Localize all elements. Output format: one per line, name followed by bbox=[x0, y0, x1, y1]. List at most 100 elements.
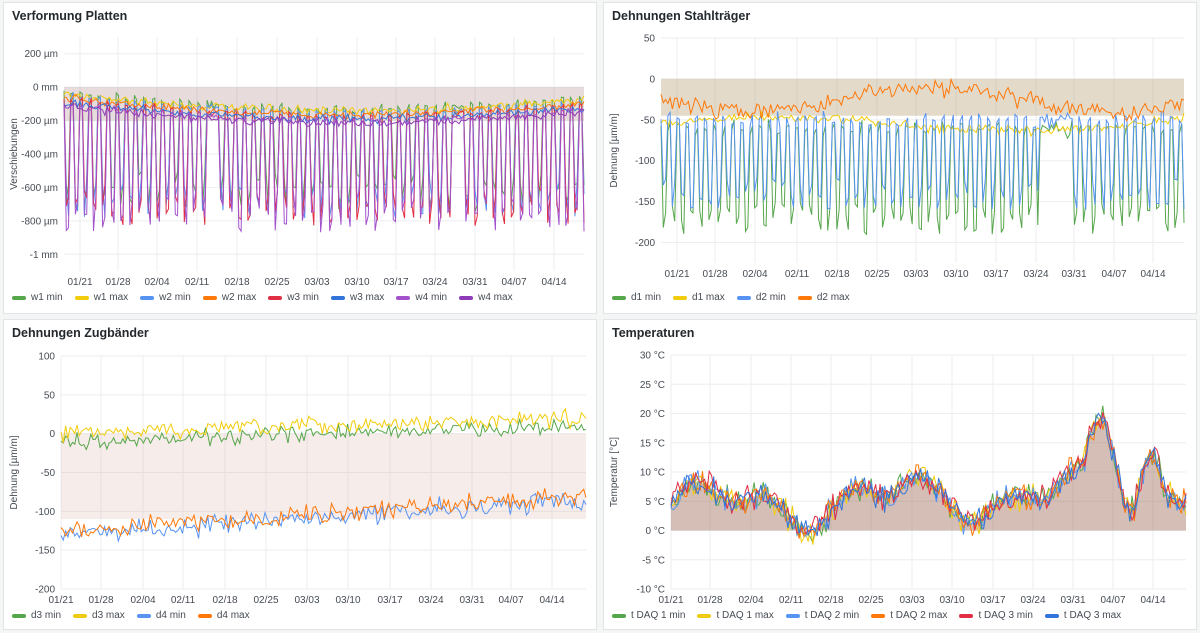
x-tick-label: 01/21 bbox=[67, 277, 92, 288]
legend-label: w2 min bbox=[159, 292, 191, 303]
legend-item[interactable]: d1 max bbox=[673, 292, 725, 303]
legend-swatch bbox=[268, 295, 283, 300]
x-tick-label: 03/24 bbox=[422, 277, 447, 288]
x-tick-label: 01/28 bbox=[702, 269, 727, 280]
legend-item[interactable]: t DAQ 2 max bbox=[871, 610, 947, 621]
x-tick-label: 03/10 bbox=[335, 595, 360, 606]
y-tick-label: -200 bbox=[35, 585, 55, 596]
legend-swatch bbox=[785, 613, 800, 618]
legend-item[interactable]: w2 min bbox=[140, 292, 191, 303]
x-tick-label: 04/07 bbox=[1101, 269, 1126, 280]
x-tick-label: 03/31 bbox=[1060, 595, 1085, 606]
temperature-area bbox=[671, 420, 1186, 531]
y-tick-label: 5 °C bbox=[645, 497, 665, 508]
legend-swatch bbox=[140, 295, 155, 300]
chart-temperaturen: 30 °C 25 °C 20 °C 15 °C 10 °C 5 °C 0 °C -5 °C -1… bbox=[609, 351, 1187, 606]
legend-item[interactable]: w1 max bbox=[74, 292, 128, 303]
legend-swatch bbox=[330, 295, 345, 300]
legend-label: t DAQ 1 max bbox=[716, 610, 774, 621]
legend-item[interactable]: w4 min bbox=[396, 292, 447, 303]
legend-label: d1 max bbox=[692, 292, 725, 303]
y-tick-label: -200 µm bbox=[21, 116, 58, 127]
legend-item[interactable]: d3 max bbox=[73, 610, 125, 621]
legend-item[interactable]: w4 max bbox=[459, 292, 513, 303]
legend-item[interactable]: d2 max bbox=[797, 292, 850, 303]
series-line-d1-max bbox=[660, 110, 1185, 138]
panel-title[interactable]: Dehnungen Zugbänder bbox=[12, 326, 149, 340]
x-tick-label: 04/14 bbox=[1140, 595, 1165, 606]
legend-item[interactable]: w2 max bbox=[202, 292, 256, 303]
x-tick-label: 04/07 bbox=[498, 595, 523, 606]
legend-item[interactable]: t DAQ 2 min bbox=[785, 610, 860, 621]
legend-label: d2 min bbox=[755, 292, 786, 303]
x-tick-label: 02/04 bbox=[144, 277, 169, 288]
legend-item[interactable]: w3 min bbox=[268, 292, 319, 303]
x-tick-label: 04/07 bbox=[501, 277, 526, 288]
legend-label: t DAQ 3 max bbox=[1063, 610, 1122, 621]
y-tick-label: 100 bbox=[38, 352, 55, 363]
legend-swatch bbox=[1044, 613, 1059, 618]
legend-label: w3 max bbox=[349, 292, 385, 303]
x-tick-label: 03/03 bbox=[304, 277, 329, 288]
panel-title[interactable]: Verformung Platten bbox=[12, 9, 128, 23]
legend-label: d3 min bbox=[31, 610, 62, 621]
legend-item[interactable]: d3 min bbox=[12, 610, 61, 621]
x-tick-label: 03/31 bbox=[1061, 269, 1086, 280]
legend-swatch bbox=[797, 295, 812, 300]
x-tick-label: 02/04 bbox=[742, 269, 767, 280]
legend-item[interactable]: t DAQ 1 min bbox=[612, 610, 685, 621]
legend-swatch bbox=[459, 295, 474, 300]
series-line-d3-max bbox=[60, 407, 587, 444]
legend-item[interactable]: w3 max bbox=[330, 292, 385, 303]
y-tick-label: -800 µm bbox=[21, 216, 58, 227]
legend-item[interactable]: d1 min bbox=[612, 292, 661, 303]
y-axis-label: Verschiebungen bbox=[9, 118, 20, 190]
y-tick-label: -100 bbox=[35, 507, 55, 518]
series-line-w2-max bbox=[63, 93, 585, 121]
legend-label: t DAQ 2 min bbox=[804, 610, 860, 621]
y-tick-label: 0 °C bbox=[645, 526, 665, 537]
legend-swatch bbox=[673, 295, 688, 300]
series-line-t-DAQ-3-max bbox=[670, 412, 1187, 537]
legend-item[interactable]: d4 max bbox=[197, 610, 250, 621]
legend-swatch bbox=[871, 613, 886, 618]
x-tick-label: 02/18 bbox=[212, 595, 237, 606]
panel-dehnungen-stahltraeger: Dehnungen Stahlträger 50 0 -50 -100 -150 -200… bbox=[603, 2, 1197, 314]
legend-swatch bbox=[197, 613, 212, 618]
x-tick-label: 03/17 bbox=[983, 269, 1008, 280]
y-axis-label: Dehnung [µm/m] bbox=[9, 435, 20, 509]
legend-item[interactable]: d2 min bbox=[736, 292, 786, 303]
series-line-w3-max bbox=[63, 99, 585, 126]
y-tick-label: -100 bbox=[635, 156, 655, 167]
x-tick-label: 03/24 bbox=[418, 595, 443, 606]
legend-item[interactable]: t DAQ 1 max bbox=[697, 610, 774, 621]
x-tick-label: 03/10 bbox=[943, 269, 968, 280]
y-tick-label: 0 bbox=[649, 74, 655, 85]
legend-swatch bbox=[697, 613, 712, 618]
legend-label: d2 max bbox=[816, 292, 850, 303]
y-tick-label: -600 µm bbox=[21, 183, 58, 194]
x-tick-label: 01/28 bbox=[105, 277, 130, 288]
y-tick-label: 200 µm bbox=[24, 49, 58, 60]
y-tick-label: 25 °C bbox=[640, 380, 665, 391]
x-tick-label: 04/14 bbox=[539, 595, 564, 606]
x-tick-label: 03/17 bbox=[377, 595, 402, 606]
legend-label: d4 max bbox=[216, 610, 250, 621]
legend-swatch bbox=[73, 613, 88, 618]
y-tick-label: -1 mm bbox=[30, 250, 58, 261]
y-tick-label: 30 °C bbox=[640, 351, 665, 362]
panel-title[interactable]: Dehnungen Stahlträger bbox=[612, 9, 751, 23]
panel-verformung-platten: Verformung Platten 200 µm 0 mm -200 µm -400… bbox=[3, 2, 597, 314]
legend-label: w1 min bbox=[31, 292, 63, 303]
x-tick-label: 03/31 bbox=[462, 277, 487, 288]
panel-title[interactable]: Temperaturen bbox=[612, 326, 695, 340]
panel-dehnungen-zugbaender: Dehnungen Zugbänder 100 50 0 -50 -100 -150 -20… bbox=[3, 319, 597, 630]
x-tick-label: 02/04 bbox=[130, 595, 155, 606]
x-tick-label: 01/28 bbox=[697, 595, 722, 606]
legend-item[interactable]: w1 min bbox=[12, 292, 63, 303]
series-line-d3-min bbox=[60, 417, 587, 451]
legend-item[interactable]: t DAQ 3 max bbox=[1044, 610, 1122, 621]
legend-swatch bbox=[612, 295, 626, 300]
legend-item[interactable]: d4 min bbox=[136, 610, 186, 621]
legend-item[interactable]: t DAQ 3 min bbox=[959, 610, 1033, 621]
